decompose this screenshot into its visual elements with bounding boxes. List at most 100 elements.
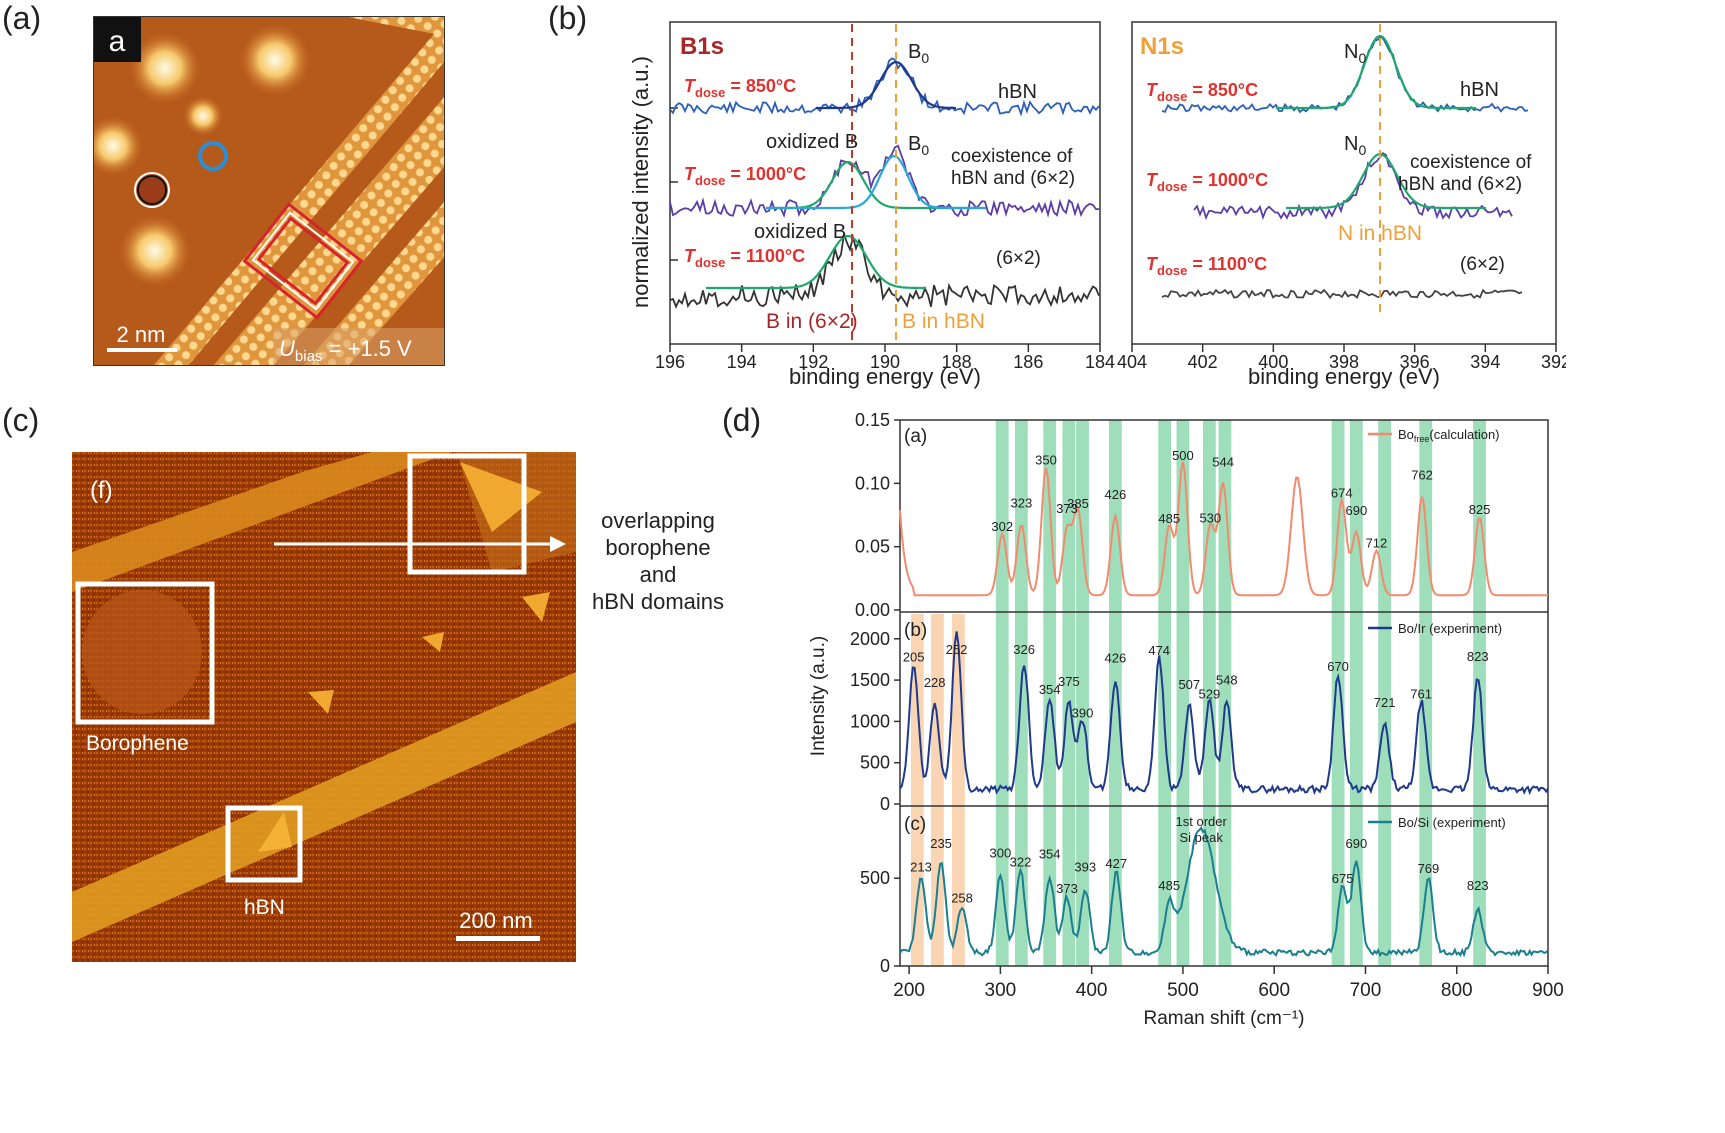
raman-panel-tag: (a) bbox=[904, 426, 927, 447]
raman-peak-label: 675 bbox=[1332, 871, 1354, 886]
raman-green-band bbox=[995, 420, 1009, 966]
b1s-xtick-label: 186 bbox=[1013, 352, 1043, 372]
raman-peak-label: 690 bbox=[1345, 503, 1367, 518]
raman-ytick-label: 0 bbox=[880, 794, 890, 814]
panel-label-c: (c) bbox=[2, 402, 40, 438]
b1s-coexist-line2: hBN and (6×2) bbox=[951, 168, 1075, 189]
n1s-trace-1100 bbox=[1161, 288, 1523, 300]
raman-peak-label: 500 bbox=[1172, 448, 1194, 463]
b1s-xtick-label: 194 bbox=[727, 352, 757, 372]
raman-green-band bbox=[1378, 420, 1392, 966]
raman-ytick-label: 1000 bbox=[850, 711, 890, 731]
b1s-temp-1100: Tdose = 1100°C bbox=[684, 246, 805, 270]
raman-trace-0 bbox=[899, 461, 1548, 597]
xps-ylabel: normalized intensity (a.u.) bbox=[628, 56, 653, 308]
raman-peak-label: 690 bbox=[1345, 836, 1367, 851]
b1s-trace-850 bbox=[669, 57, 1100, 117]
n1s-xtick-label: 400 bbox=[1258, 352, 1288, 372]
raman-peak-label: 302 bbox=[991, 519, 1013, 534]
raman-peak-label: 485 bbox=[1158, 511, 1180, 526]
raman-peak-label: 507 bbox=[1178, 677, 1200, 692]
n1s-xtick-label: 392 bbox=[1541, 352, 1566, 372]
raman-trace-2 bbox=[899, 826, 1549, 958]
raman-peak-label: 385 bbox=[1067, 496, 1089, 511]
raman-peak-label: 235 bbox=[930, 836, 952, 851]
raman-peak-label: 721 bbox=[1374, 695, 1396, 710]
raman-peak-label: 354 bbox=[1039, 846, 1061, 861]
n1s-peak-n0-mid: N0 bbox=[1344, 133, 1366, 158]
raman-peak-label: 544 bbox=[1212, 455, 1234, 470]
b1s-fit-1100 bbox=[706, 234, 926, 290]
b1s-coexist-line1: coexistence of bbox=[951, 146, 1073, 167]
stm-scale-bar bbox=[107, 348, 177, 352]
b1s-six-by-two: (6×2) bbox=[996, 248, 1041, 269]
unit-cell-box bbox=[242, 202, 364, 320]
n1s-fit-1000 bbox=[1286, 152, 1486, 210]
xps-b1s-xlabel: binding energy (eV) bbox=[789, 364, 981, 389]
n1s-peak-n0-top: N0 bbox=[1344, 41, 1366, 66]
raman-peak-label: 300 bbox=[990, 846, 1012, 861]
panel-label-b: (b) bbox=[548, 0, 588, 36]
raman-panel-tag: (b) bbox=[904, 620, 927, 641]
raman-xtick-label: 800 bbox=[1441, 980, 1473, 1001]
raman-xlabel: Raman shift (cm⁻¹) bbox=[1144, 1008, 1305, 1029]
raman-si-label: Si peak bbox=[1179, 830, 1223, 845]
raman-peak-label: 485 bbox=[1158, 878, 1180, 893]
afm-inset-label: (f) bbox=[90, 477, 113, 504]
raman-ytick-label: 0.05 bbox=[855, 537, 890, 557]
raman-peak-label: 205 bbox=[903, 650, 925, 665]
n1s-fit-850 bbox=[1276, 34, 1476, 110]
n1s-xtick-label: 402 bbox=[1188, 352, 1218, 372]
raman-peak-label: 322 bbox=[1010, 855, 1032, 870]
raman-green-band bbox=[1158, 420, 1172, 966]
stm-scale-label: 2 nm bbox=[117, 322, 166, 347]
n1s-coexist-line1: coexistence of bbox=[1410, 152, 1532, 173]
n1s-coexist-line2: hBN and (6×2) bbox=[1398, 174, 1522, 195]
raman-peak-label: 373 bbox=[1056, 881, 1078, 896]
raman-green-band bbox=[1218, 420, 1232, 966]
raman-ytick-label: 0 bbox=[880, 956, 890, 976]
xps-panel: normalized intensity (a.u.) 196 194 192 190… bbox=[628, 21, 1566, 389]
stm-image-panel: a 2 nm Ubias = +1.5 V bbox=[93, 16, 445, 366]
n1s-n-in-hbn: N in hBN bbox=[1338, 222, 1422, 245]
overlap-text-3: and bbox=[640, 562, 677, 587]
b1s-fit-b0 bbox=[766, 154, 986, 210]
raman-orange-band bbox=[931, 614, 944, 966]
raman-peak-label: 258 bbox=[951, 890, 973, 905]
panel-label-a: (a) bbox=[2, 0, 42, 36]
b1s-temp-1000: Tdose = 1000°C bbox=[684, 164, 806, 188]
overlap-text-2: borophene bbox=[605, 535, 710, 560]
afm-panel: (f) Borophene hBN 200 nm overlapping bor… bbox=[72, 452, 724, 962]
xps-n1s-chart: 404 402 400 398 396 394 392 N1s N0 N0 hBN coex… bbox=[1117, 21, 1566, 372]
afm-scale-bar bbox=[456, 936, 540, 941]
raman-peak-label: 761 bbox=[1410, 686, 1432, 701]
raman-peak-label: 712 bbox=[1366, 535, 1388, 550]
raman-ytick-label: 500 bbox=[860, 753, 890, 773]
n1s-xtick-label: 398 bbox=[1329, 352, 1359, 372]
raman-green-band bbox=[1109, 420, 1122, 966]
hbn-box bbox=[225, 805, 303, 883]
n1s-trace-1000 bbox=[1193, 152, 1513, 221]
b1s-peak-b0-mid: B0 bbox=[908, 133, 929, 158]
n1s-six-by-two: (6×2) bbox=[1460, 254, 1505, 275]
n1s-title: N1s bbox=[1140, 33, 1184, 60]
b1s-fit-850 bbox=[816, 60, 956, 110]
raman-peak-label: 354 bbox=[1039, 682, 1061, 697]
xps-b1s-chart: 196 194 192 190 188 186 184 B1s B0 B0 hBN oxid… bbox=[655, 21, 1115, 372]
n1s-temp-1100: Tdose = 1100°C bbox=[1146, 254, 1267, 278]
overlap-box bbox=[407, 453, 527, 575]
raman-peak-label: 670 bbox=[1327, 659, 1349, 674]
raman-legend: Bo/Ir (experiment) bbox=[1398, 621, 1502, 636]
raman-ytick-label: 500 bbox=[860, 868, 890, 888]
raman-xtick-label: 300 bbox=[985, 980, 1017, 1001]
raman-peak-label: 769 bbox=[1418, 861, 1440, 876]
raman-legend: Bo/Si (experiment) bbox=[1398, 815, 1506, 830]
raman-green-band bbox=[1062, 420, 1076, 966]
raman-green-band bbox=[1349, 420, 1363, 966]
raman-ytick-label: 0.00 bbox=[855, 600, 890, 620]
raman-peak-label: 548 bbox=[1216, 673, 1238, 688]
raman-ylabel: Intensity (a.u.) bbox=[808, 636, 829, 756]
raman-peak-label: 762 bbox=[1411, 467, 1433, 482]
n1s-xtick-label: 396 bbox=[1400, 352, 1430, 372]
stm-inset-label: a bbox=[109, 25, 126, 58]
